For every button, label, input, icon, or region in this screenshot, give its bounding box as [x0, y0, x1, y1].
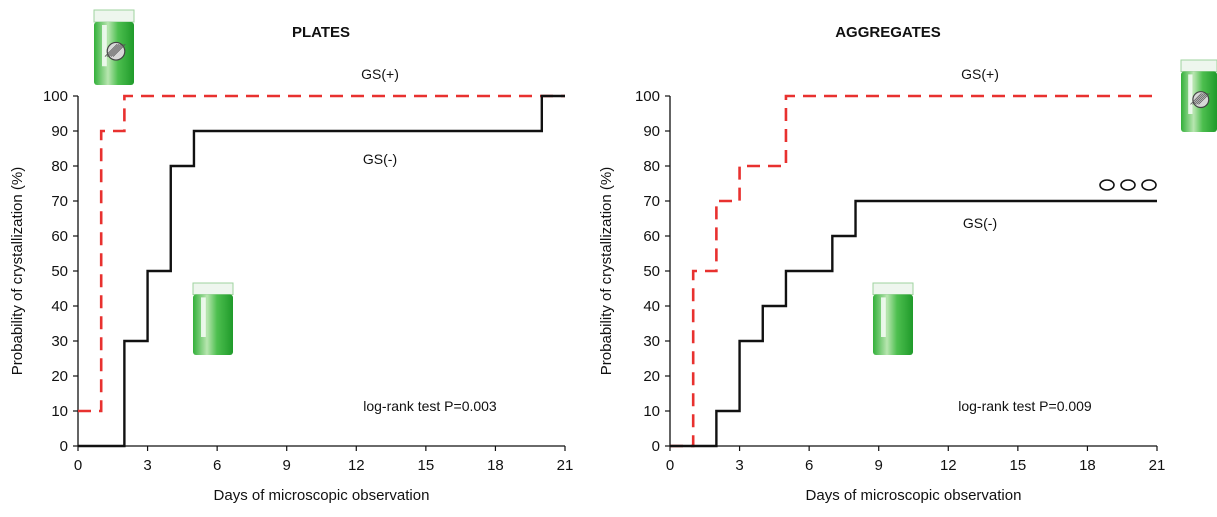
panel-title: AGGREGATES	[835, 24, 941, 41]
series-label: GS(-)	[363, 151, 397, 167]
censored-circles-icon	[1099, 179, 1157, 191]
y-tick-label: 40	[643, 298, 660, 315]
crystal-hatch	[1192, 92, 1204, 105]
censored-circle	[1120, 179, 1136, 191]
y-tick-label: 30	[643, 333, 660, 350]
series-label: GS(+)	[961, 66, 999, 82]
tube-body	[873, 294, 913, 355]
tube-highlight	[201, 297, 206, 337]
x-tick-label: 9	[875, 457, 883, 474]
y-tick-label: 80	[51, 158, 68, 175]
series-line-gs-minus	[670, 199, 1157, 448]
x-tick-label: 3	[143, 457, 151, 474]
series-line-gs-minus	[78, 94, 565, 448]
x-tick-label: 12	[940, 457, 957, 474]
tube-highlight	[1188, 74, 1193, 114]
y-tick-label: 70	[51, 193, 68, 210]
y-tick-label: 50	[643, 263, 660, 280]
x-tick-label: 9	[283, 457, 291, 474]
x-tick-label: 0	[74, 457, 82, 474]
tube-body	[193, 294, 233, 355]
y-axis-title: Probability of crystallization (%)	[598, 167, 615, 375]
y-tick-label: 30	[51, 333, 68, 350]
tube-with-crystal-icon	[93, 9, 135, 85]
y-tick-label: 60	[51, 228, 68, 245]
x-axis-title: Days of microscopic observation	[214, 487, 430, 504]
y-tick-label: 20	[643, 368, 660, 385]
aggregates-panel: AGGREGATES 0 10 20 30 40 50 60 70 80 90 100 0 3 6 9 12 15…	[598, 24, 1165, 504]
panel-title: PLATES	[292, 24, 350, 41]
y-tick-label: 100	[43, 88, 68, 105]
crystal-hatch	[1196, 92, 1208, 105]
y-tick-label: 100	[635, 88, 660, 105]
series-line-gs-plus	[670, 94, 1157, 448]
y-tick-label: 0	[60, 438, 68, 455]
tube-cap	[93, 9, 135, 23]
tube-with-crystal-icon	[1180, 59, 1217, 132]
censored-circle	[1141, 179, 1157, 191]
y-tick-label: 50	[51, 263, 68, 280]
plates-panel: PLATES 0 10 20 30 40 50 60 70 80 90 100 0 3 6 9 12 15 18 21…	[9, 24, 573, 504]
y-tick-label: 10	[51, 403, 68, 420]
tube-cap	[1180, 59, 1217, 73]
tube-icon	[872, 282, 914, 355]
crystal-hatch	[1198, 92, 1210, 105]
crystal-hatch	[1194, 92, 1206, 105]
tube-cap	[872, 282, 914, 296]
crystal-hatch	[104, 43, 118, 57]
crystal-hatch	[106, 43, 120, 57]
y-tick-label: 40	[51, 298, 68, 315]
y-tick-label: 90	[643, 123, 660, 140]
tube-cap	[192, 282, 234, 296]
x-tick-label: 0	[666, 457, 674, 474]
crystal-hatch	[110, 43, 124, 57]
log-rank-annotation: log-rank test P=0.009	[958, 398, 1092, 414]
x-tick-label: 6	[805, 457, 813, 474]
x-tick-label: 18	[1079, 457, 1096, 474]
y-axis-title: Probability of crystallization (%)	[9, 167, 26, 375]
crystal-hatch	[112, 43, 126, 57]
censored-circle	[1099, 179, 1115, 191]
y-tick-label: 80	[643, 158, 660, 175]
y-tick-label: 0	[652, 438, 660, 455]
x-tick-label: 3	[735, 457, 743, 474]
tube-highlight	[102, 25, 107, 67]
x-tick-label: 18	[487, 457, 504, 474]
y-tick-label: 20	[51, 368, 68, 385]
x-tick-label: 21	[1149, 457, 1166, 474]
x-tick-label: 15	[1010, 457, 1027, 474]
y-tick-label: 90	[51, 123, 68, 140]
x-tick-label: 6	[213, 457, 221, 474]
log-rank-annotation: log-rank test P=0.003	[363, 398, 497, 414]
series-label: GS(+)	[361, 66, 399, 82]
crystal-hatch	[108, 43, 122, 57]
x-tick-label: 12	[348, 457, 365, 474]
tube-highlight	[881, 297, 886, 337]
series-line-gs-plus	[78, 94, 565, 413]
series-label: GS(-)	[963, 215, 997, 231]
y-tick-label: 10	[643, 403, 660, 420]
y-tick-label: 70	[643, 193, 660, 210]
x-axis-title: Days of microscopic observation	[806, 487, 1022, 504]
crystal-hatch	[1190, 92, 1202, 105]
y-tick-label: 60	[643, 228, 660, 245]
x-tick-label: 15	[418, 457, 435, 474]
tube-icon	[192, 282, 234, 355]
x-tick-label: 21	[557, 457, 574, 474]
